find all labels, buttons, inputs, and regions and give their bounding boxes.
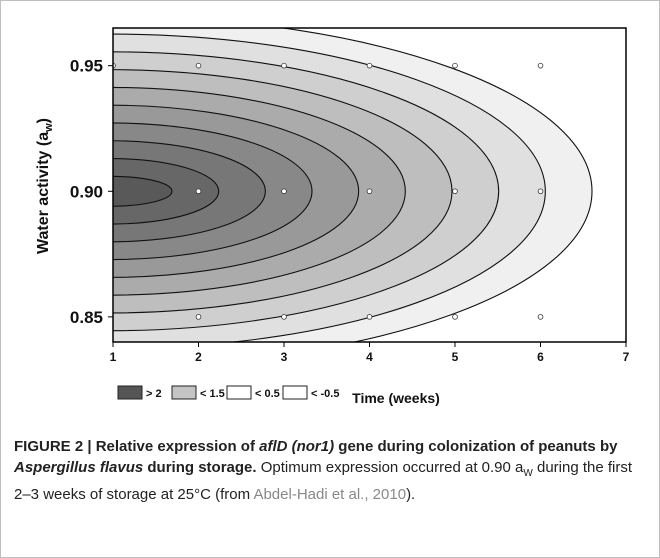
sample-point <box>366 62 373 69</box>
sample-point <box>452 314 458 320</box>
legend: > 2 < 1.5 < 0.5 < -0.5 <box>117 385 339 400</box>
caption-text: Optimum expression occurred at 0.90 aW d… <box>14 459 633 503</box>
x-tick-label: 1 <box>110 350 117 364</box>
sample-point <box>366 314 373 320</box>
sample-point <box>537 188 544 195</box>
sample-point <box>195 62 202 69</box>
legend-swatch <box>117 385 143 400</box>
sample-point <box>452 188 458 195</box>
sample-point <box>537 314 544 320</box>
y-tick-label: 0.95 <box>70 57 103 76</box>
legend-label: < -0.5 <box>311 388 339 400</box>
x-tick-label: 7 <box>623 350 630 364</box>
y-axis-ticks: 0.95 0.90 0.85 <box>70 57 113 327</box>
x-tick-label: 4 <box>366 350 373 364</box>
caption-citation: Abdel-Hadi et al., 2010 <box>253 486 407 503</box>
legend-label: < 1.5 <box>200 388 225 400</box>
y-axis-label: Water activity (aw) <box>35 118 55 254</box>
sample-point <box>537 62 544 69</box>
legend-label: < 0.5 <box>255 388 280 400</box>
legend-swatch <box>171 385 197 400</box>
figure-caption: FIGURE 2 | Relative expression of aflD (… <box>14 438 633 503</box>
contour-chart: 1 2 3 4 5 6 7 0.95 0.90 0.85 Water activity (aw)… <box>35 27 630 406</box>
contour-band-10 <box>113 175 173 207</box>
legend-swatch <box>282 385 308 400</box>
sample-point <box>452 62 458 69</box>
y-tick-label: 0.85 <box>70 308 103 327</box>
sample-point <box>366 188 373 195</box>
contour-bands <box>113 28 626 342</box>
x-axis-label: Time (weeks) <box>352 390 440 406</box>
sample-point <box>195 314 202 320</box>
sample-points <box>113 62 544 320</box>
legend-label: > 2 <box>146 388 162 400</box>
legend-swatch <box>226 385 252 400</box>
caption-title: FIGURE 2 | Relative expression of aflD (… <box>14 438 618 476</box>
sample-point <box>281 188 287 195</box>
x-axis-ticks: 1 2 3 4 5 6 7 <box>110 342 630 364</box>
sample-point <box>281 314 287 320</box>
x-tick-label: 3 <box>281 350 288 364</box>
x-tick-label: 2 <box>195 350 202 364</box>
y-tick-label: 0.90 <box>70 182 103 201</box>
sample-point <box>281 62 287 69</box>
x-tick-label: 6 <box>537 350 544 364</box>
sample-point <box>195 188 202 195</box>
x-tick-label: 5 <box>452 350 459 364</box>
